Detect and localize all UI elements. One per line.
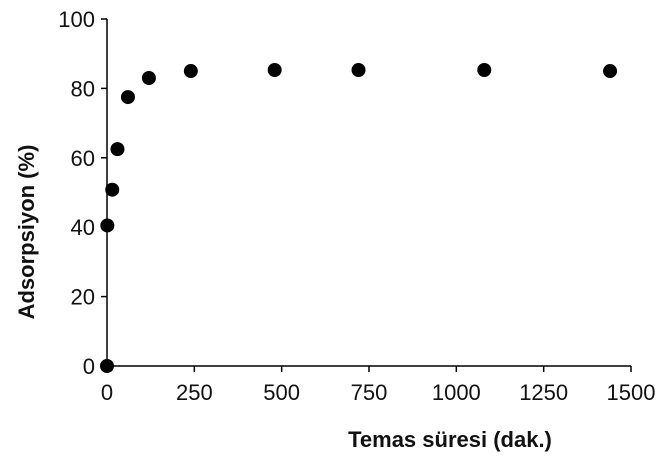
x-tick-label: 1000 <box>432 380 481 405</box>
data-point <box>141 70 156 85</box>
x-tick-label: 0 <box>101 380 113 405</box>
y-tick-label: 100 <box>58 7 95 32</box>
y-axis-title: Adsorpsiyon (%) <box>14 145 39 320</box>
data-point <box>267 63 282 78</box>
data-point <box>100 218 115 233</box>
data-point <box>110 142 125 157</box>
x-ticks: 0 250 500 750 1000 1250 1500 <box>101 366 656 405</box>
data-point <box>100 359 114 373</box>
y-tick-label: 60 <box>71 146 95 171</box>
data-point <box>351 63 366 78</box>
data-point <box>603 64 618 79</box>
y-ticks: 0 20 40 60 80 100 <box>58 7 107 379</box>
x-tick-label: 250 <box>176 380 213 405</box>
x-tick-label: 500 <box>263 380 300 405</box>
data-point <box>477 63 492 78</box>
x-tick-label: 1500 <box>607 380 656 405</box>
x-tick-label: 750 <box>351 380 388 405</box>
x-tick-label: 1250 <box>519 380 568 405</box>
y-tick-label: 80 <box>71 76 95 101</box>
data-points <box>100 63 618 373</box>
y-tick-label: 20 <box>71 285 95 310</box>
y-tick-label: 40 <box>71 215 95 240</box>
data-point <box>183 64 198 79</box>
data-point <box>105 182 120 197</box>
y-tick-label: 0 <box>83 354 95 379</box>
data-point <box>120 90 135 105</box>
x-axis-title: Temas süresi (dak.) <box>348 427 552 452</box>
